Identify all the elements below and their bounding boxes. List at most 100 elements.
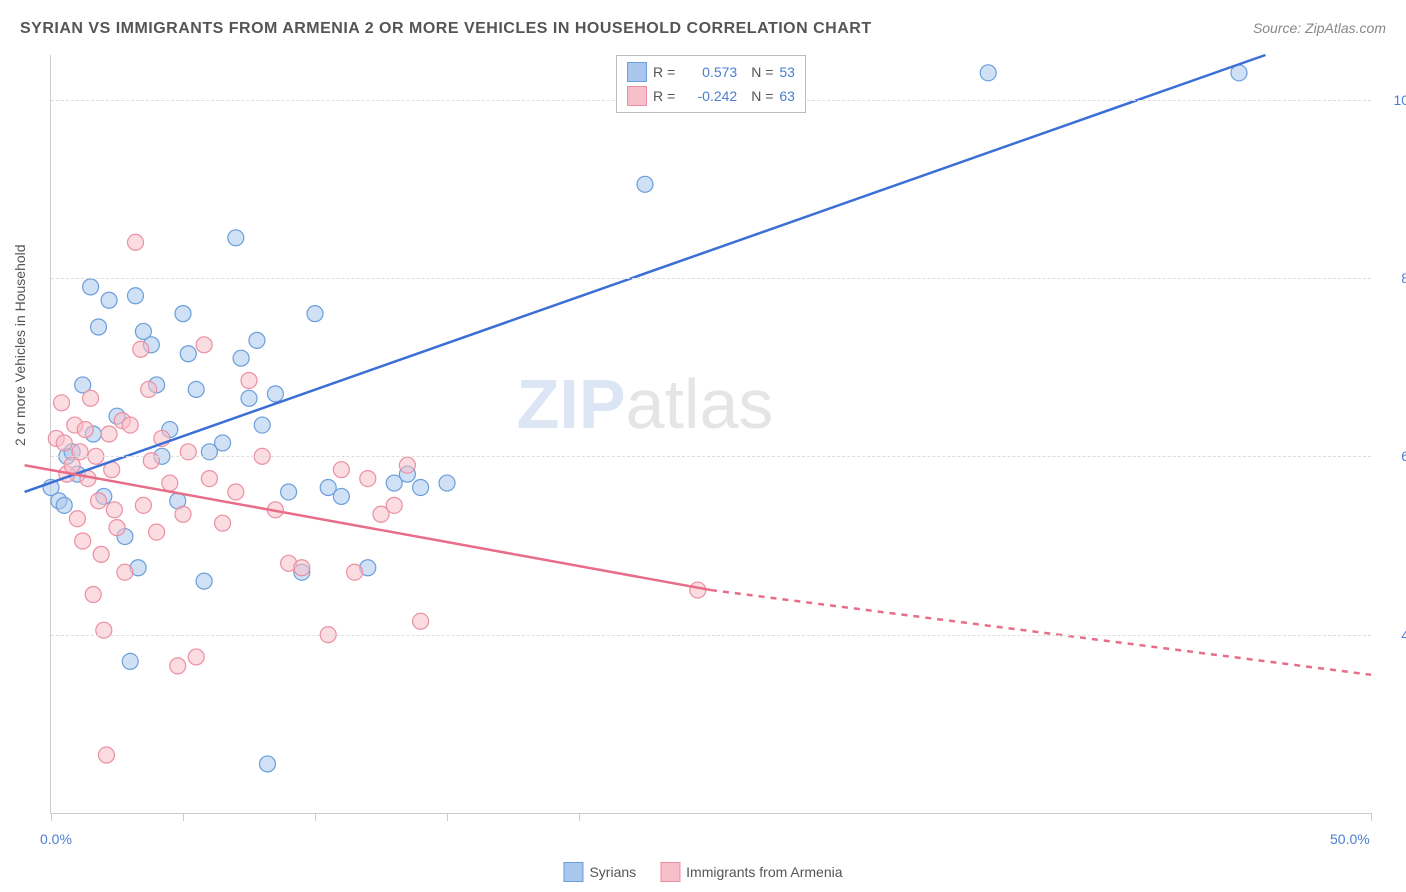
x-tick-label: 50.0% (1330, 831, 1370, 847)
grid-line (51, 635, 1371, 636)
legend-n-label: N = (751, 64, 773, 80)
y-axis-label: 2 or more Vehicles in Household (12, 244, 28, 446)
data-point (117, 564, 133, 580)
data-point (106, 502, 122, 518)
data-point (149, 524, 165, 540)
data-point (413, 480, 429, 496)
data-point (133, 341, 149, 357)
x-tick (1371, 813, 1372, 821)
data-point (188, 381, 204, 397)
data-point (56, 497, 72, 513)
data-point (259, 756, 275, 772)
data-point (241, 390, 257, 406)
data-point (215, 435, 231, 451)
data-point (135, 497, 151, 513)
data-point (347, 564, 363, 580)
legend-r-value: -0.242 (681, 88, 737, 104)
data-point (175, 306, 191, 322)
data-point (127, 288, 143, 304)
data-point (249, 332, 265, 348)
data-point (980, 65, 996, 81)
data-point (201, 471, 217, 487)
data-point (690, 582, 706, 598)
legend-n-value: 53 (779, 64, 795, 80)
data-point (91, 493, 107, 509)
x-tick-label: 0.0% (40, 831, 72, 847)
data-point (101, 426, 117, 442)
data-point (241, 372, 257, 388)
data-point (127, 234, 143, 250)
legend-n-label: N = (751, 88, 773, 104)
x-tick (579, 813, 580, 821)
data-point (93, 546, 109, 562)
data-point (360, 471, 376, 487)
legend-swatch (563, 862, 583, 882)
data-point (98, 747, 114, 763)
series-legend: Syrians Immigrants from Armenia (563, 862, 842, 882)
data-point (75, 533, 91, 549)
data-point (254, 417, 270, 433)
legend-swatch (627, 86, 647, 106)
plot-area: ZIPatlas R =0.573N =53R =-0.242N =63 40.… (50, 55, 1371, 814)
data-point (83, 390, 99, 406)
grid-line (51, 278, 1371, 279)
data-point (175, 506, 191, 522)
data-point (141, 381, 157, 397)
data-point (228, 230, 244, 246)
data-point (83, 279, 99, 295)
data-point (101, 292, 117, 308)
legend-r-value: 0.573 (681, 64, 737, 80)
data-point (96, 622, 112, 638)
data-point (85, 587, 101, 603)
data-point (294, 560, 310, 576)
data-point (281, 484, 297, 500)
series-legend-item: Syrians (563, 862, 636, 882)
series-legend-item: Immigrants from Armenia (660, 862, 842, 882)
data-point (439, 475, 455, 491)
grid-line (51, 456, 1371, 457)
data-point (333, 462, 349, 478)
legend-swatch (627, 62, 647, 82)
data-point (637, 176, 653, 192)
legend-r-label: R = (653, 64, 675, 80)
legend-r-label: R = (653, 88, 675, 104)
data-point (196, 573, 212, 589)
legend-swatch (660, 862, 680, 882)
data-point (143, 453, 159, 469)
trend-line (25, 55, 1266, 492)
data-point (69, 511, 85, 527)
data-point (56, 435, 72, 451)
chart-container: SYRIAN VS IMMIGRANTS FROM ARMENIA 2 OR M… (0, 0, 1406, 892)
scatter-svg (51, 55, 1371, 813)
data-point (267, 386, 283, 402)
y-tick-label: 40.0% (1401, 627, 1406, 643)
data-point (162, 475, 178, 491)
data-point (399, 457, 415, 473)
data-point (180, 346, 196, 362)
legend-row: R = 0.573 N = 53 (627, 60, 795, 84)
series-name: Immigrants from Armenia (686, 864, 842, 880)
x-tick (447, 813, 448, 821)
data-point (54, 395, 70, 411)
data-point (122, 417, 138, 433)
x-tick (183, 813, 184, 821)
correlation-legend: R = 0.573 N = 53 R = -0.242 N = 63 (616, 55, 806, 113)
data-point (72, 444, 88, 460)
series-name: Syrians (589, 864, 636, 880)
y-tick-label: 100.0% (1394, 92, 1406, 108)
x-tick (315, 813, 316, 821)
y-tick-label: 80.0% (1401, 270, 1406, 286)
legend-n-value: 63 (779, 88, 795, 104)
data-point (180, 444, 196, 460)
data-point (307, 306, 323, 322)
data-point (170, 658, 186, 674)
chart-source: Source: ZipAtlas.com (1253, 20, 1386, 36)
legend-row: R = -0.242 N = 63 (627, 84, 795, 108)
data-point (91, 319, 107, 335)
data-point (215, 515, 231, 531)
data-point (228, 484, 244, 500)
data-point (122, 653, 138, 669)
data-point (233, 350, 249, 366)
data-point (196, 337, 212, 353)
chart-title: SYRIAN VS IMMIGRANTS FROM ARMENIA 2 OR M… (20, 20, 872, 38)
